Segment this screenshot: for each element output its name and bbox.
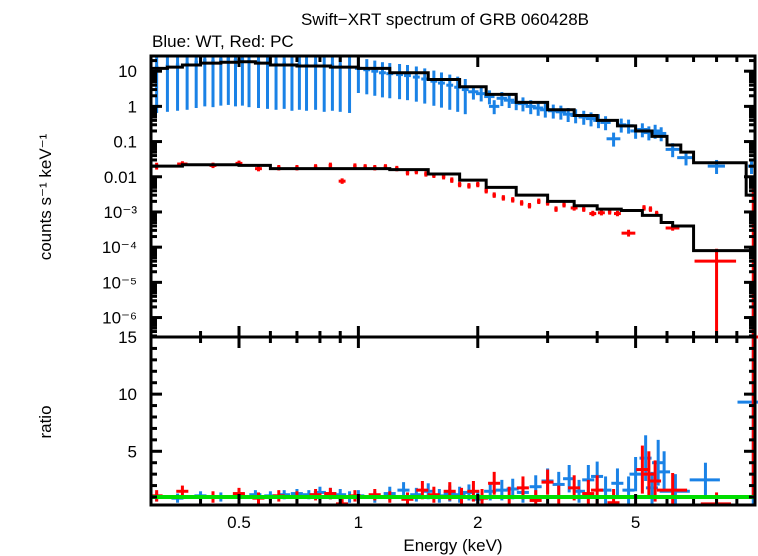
pc-spectrum-point bbox=[613, 210, 621, 217]
y-axis-label-spectrum: counts s⁻¹ keV⁻¹ bbox=[36, 133, 55, 260]
pc-spectrum-point bbox=[582, 206, 586, 212]
y-tick-label-ratio: 15 bbox=[118, 328, 137, 347]
axis-ticks: 0.5 1 2 5 10 1 0.1 0.01 10⁻³ 10⁻⁴ 10⁻⁵ 10⁻⁶15 10 5 bbox=[102, 56, 755, 532]
wt-ratio-point bbox=[611, 468, 624, 499]
x-tick-label: 5 bbox=[631, 513, 640, 532]
x-tick-label: 2 bbox=[473, 513, 482, 532]
y-tick-label-ratio: 5 bbox=[128, 442, 137, 461]
wt-ratio-point bbox=[629, 457, 642, 492]
y-tick-label-spectrum: 0.1 bbox=[113, 133, 137, 152]
pc-ratio-point bbox=[427, 486, 440, 503]
wt-spectrum-point bbox=[655, 127, 667, 142]
wt-spectrum-point bbox=[475, 87, 487, 102]
wt-spectrum-point bbox=[461, 78, 469, 115]
pc-spectrum-point bbox=[519, 200, 524, 206]
wt-spectrum-point bbox=[517, 97, 529, 112]
pc-spectrum-point bbox=[527, 202, 532, 209]
pc-spectrum-point bbox=[457, 181, 462, 188]
wt-spectrum-point bbox=[606, 132, 621, 147]
wt-spectrum-point bbox=[322, 56, 326, 112]
wt-ratio-point bbox=[689, 462, 720, 497]
wt-spectrum-point bbox=[532, 101, 544, 116]
wt-spectrum-point bbox=[175, 56, 180, 111]
pc-spectrum-point bbox=[511, 197, 515, 203]
pc-spectrum-point bbox=[476, 181, 480, 188]
wt-spectrum-point bbox=[338, 56, 342, 112]
y-tick-label-spectrum: 10⁻⁵ bbox=[102, 273, 137, 292]
y-tick-label-spectrum: 10⁻⁴ bbox=[102, 238, 137, 257]
pc-spectrum-point bbox=[621, 229, 636, 237]
pc-spectrum-point bbox=[597, 209, 605, 216]
wt-spectrum-point bbox=[396, 63, 403, 100]
pc-spectrum-point bbox=[554, 206, 558, 212]
y-tick-label-ratio: 10 bbox=[118, 385, 137, 404]
chart-title: Swift−XRT spectrum of GRB 060428B bbox=[301, 10, 589, 29]
pc-ratio-point bbox=[488, 471, 501, 495]
y-tick-label-spectrum: 10⁻³ bbox=[103, 203, 137, 222]
pc-spectrum-point bbox=[492, 192, 496, 198]
plot-area bbox=[150, 56, 758, 506]
ratio-panel-frame bbox=[149, 335, 757, 507]
x-tick-label: 0.5 bbox=[227, 513, 251, 532]
wt-spectrum-point bbox=[503, 93, 515, 108]
y-tick-label-spectrum: 10⁻⁶ bbox=[102, 309, 137, 328]
wt-spectrum-point bbox=[165, 56, 170, 112]
wt-spectrum-point bbox=[330, 56, 335, 111]
pc-spectrum-point bbox=[694, 248, 737, 337]
pc-ratio-point bbox=[648, 460, 662, 502]
wt-spectrum-point bbox=[371, 60, 379, 96]
wt-spectrum-point bbox=[226, 56, 231, 105]
pc-spectrum-point bbox=[450, 177, 454, 183]
wt-spectrum-point bbox=[600, 116, 611, 131]
wt-spectrum-point bbox=[555, 105, 566, 120]
wt-spectrum-point bbox=[240, 56, 245, 106]
pc-ratio-point bbox=[636, 445, 649, 494]
wt-spectrum-point bbox=[488, 100, 500, 115]
wt-spectrum-point bbox=[304, 56, 309, 111]
chart-subtitle: Blue: WT, Red: PC bbox=[152, 32, 294, 51]
x-tick-label: 1 bbox=[354, 513, 363, 532]
model-step-line bbox=[151, 163, 755, 253]
y-tick-label-spectrum: 1 bbox=[128, 97, 137, 116]
y-tick-label-spectrum: 0.01 bbox=[104, 168, 137, 187]
pc-spectrum-point bbox=[589, 210, 597, 217]
wt-spectrum-point bbox=[484, 90, 495, 105]
wt-spectrum-point bbox=[313, 56, 318, 110]
pc-spectrum-point bbox=[484, 187, 488, 194]
pc-ratio-point bbox=[656, 473, 688, 505]
model-step-line bbox=[151, 60, 755, 197]
wt-spectrum-point bbox=[347, 56, 352, 113]
wt-spectrum-point bbox=[363, 59, 371, 95]
pc-ratio-point bbox=[541, 469, 554, 495]
wt-spectrum-point bbox=[438, 72, 445, 108]
wt-spectrum-point bbox=[430, 70, 438, 106]
wt-spectrum-point bbox=[233, 56, 238, 107]
wt-ratio-point bbox=[657, 451, 671, 493]
pc-spectrum-point bbox=[338, 178, 346, 184]
pc-spectrum-point bbox=[562, 201, 566, 208]
pc-spectrum-point bbox=[648, 206, 653, 212]
pc-ratio-point bbox=[582, 479, 595, 505]
pc-spectrum-point bbox=[467, 183, 471, 189]
x-axis-label: Energy (keV) bbox=[403, 536, 502, 555]
pc-spectrum-point bbox=[501, 195, 506, 201]
y-axis-label-ratio: ratio bbox=[36, 405, 55, 438]
wt-spectrum-point bbox=[404, 64, 411, 101]
y-tick-label-spectrum: 10 bbox=[118, 62, 137, 81]
axes-frames bbox=[149, 54, 757, 507]
wt-spectrum-point bbox=[677, 151, 695, 166]
pc-spectrum-point bbox=[642, 205, 646, 211]
wt-spectrum-point bbox=[247, 56, 251, 108]
wt-ratio-point bbox=[622, 476, 635, 504]
wt-ratio-point bbox=[453, 486, 466, 503]
pc-ratio-point bbox=[642, 451, 655, 497]
pc-spectrum-point bbox=[537, 198, 541, 205]
